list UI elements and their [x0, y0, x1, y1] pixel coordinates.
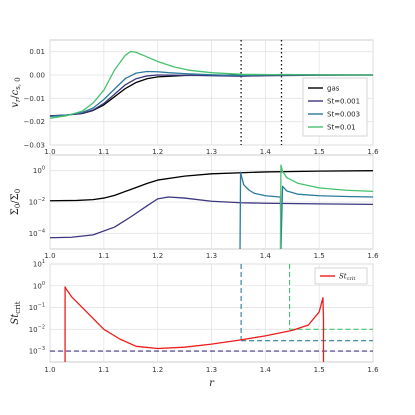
x-tick-label: 1.0 — [44, 148, 55, 156]
x-tick-label: 1.5 — [314, 148, 325, 156]
legend-label: St=0.003 — [327, 111, 360, 119]
series-line — [50, 74, 373, 117]
x-tick-label: 1.3 — [206, 252, 217, 260]
series-line — [50, 196, 373, 239]
x-tick-label: 1.5 — [314, 252, 325, 260]
x-tick-label: 1.3 — [206, 366, 217, 374]
y-tick-label: 10−2 — [29, 197, 45, 207]
legend-label: St=0.001 — [327, 98, 360, 106]
x-tick-label: 1.1 — [98, 366, 109, 374]
x-tick-label: 1.6 — [367, 366, 379, 374]
series-line — [50, 70, 373, 118]
y-tick-label: 101 — [33, 259, 45, 269]
y-tick-label: −0.02 — [24, 118, 45, 126]
x-tick-label: 1.0 — [44, 366, 55, 374]
x-tick-label: 1.6 — [367, 252, 379, 260]
plot-area-2 — [50, 164, 373, 249]
x-tick-label: 1.3 — [206, 148, 217, 156]
series-line — [64, 286, 325, 362]
x-tick-label: 1.4 — [260, 148, 272, 156]
y-axis-label: vr/cs, 0 — [10, 77, 22, 108]
legend-label: St=0.01 — [327, 124, 356, 132]
y-tick-label: 0.00 — [29, 72, 45, 80]
y-tick-label: 10−3 — [29, 346, 45, 356]
x-tick-label: 1.1 — [98, 252, 109, 260]
x-tick-label: 1.1 — [98, 148, 109, 156]
legend-label: gas — [327, 85, 340, 93]
x-tick-label: 1.4 — [260, 252, 272, 260]
plot-area-3 — [50, 264, 373, 362]
series-line — [279, 164, 373, 249]
y-tick-label: 0.01 — [29, 48, 45, 56]
x-tick-label: 1.5 — [314, 366, 325, 374]
y-tick-label: 10−1 — [29, 303, 45, 313]
y-tick-label: −0.03 — [24, 142, 45, 150]
x-axis-label: r — [209, 378, 215, 389]
x-tick-label: 1.2 — [152, 148, 163, 156]
legend-box — [314, 267, 368, 285]
x-tick-label: 1.0 — [44, 252, 55, 260]
plot-area-1 — [50, 40, 373, 145]
x-tick-label: 1.2 — [152, 252, 163, 260]
y-axis-label: Σ0/Σ0 — [10, 189, 22, 215]
y-axis-label: Stcrit — [10, 301, 22, 324]
series-line — [50, 50, 373, 119]
y-tick-label: 100 — [33, 166, 45, 176]
series-line — [50, 170, 373, 202]
legend-label: Stcrit — [339, 273, 355, 283]
y-tick-label: 10−4 — [29, 228, 45, 238]
x-tick-label: 1.2 — [152, 366, 163, 374]
x-tick-label: 1.6 — [367, 148, 379, 156]
y-tick-label: 10−2 — [29, 324, 45, 334]
x-tick-label: 1.4 — [260, 366, 272, 374]
y-tick-label: −0.01 — [24, 95, 45, 103]
y-tick-label: 100 — [33, 281, 45, 291]
